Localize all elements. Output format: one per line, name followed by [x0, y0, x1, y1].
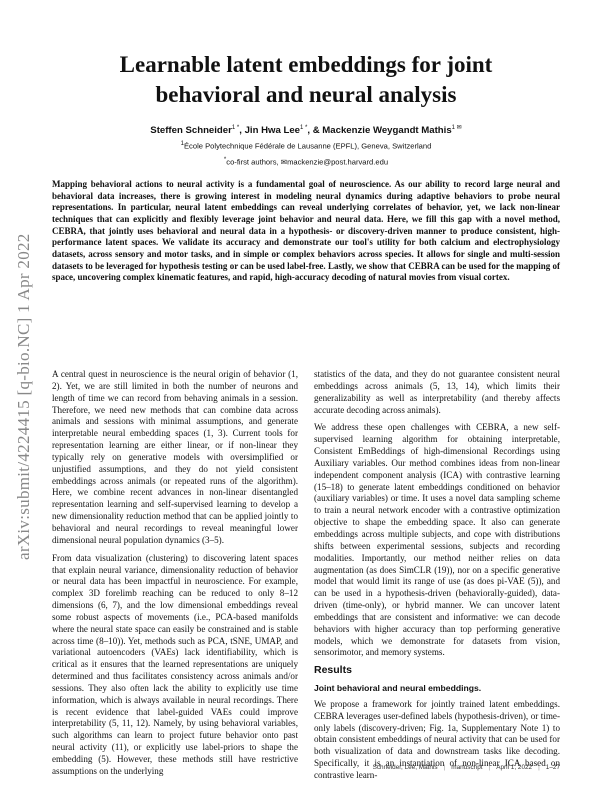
footnote: *co-first authors, ✉mackenzie@post.harva…	[40, 157, 572, 167]
footer-divider: |	[538, 764, 540, 771]
footnote-mark: *	[223, 157, 227, 163]
footer: Schneider, Lee, Mathis | manuscript | April …	[300, 764, 560, 771]
paragraph: A central quest in neuroscience is the n…	[52, 369, 298, 545]
title: Learnable latent embeddings for joint be…	[119, 52, 493, 107]
affiliation-mark: 1	[180, 141, 184, 147]
footer-item: April 1, 2022	[496, 764, 533, 771]
subheading: Joint behavioral and neural embeddings.	[314, 683, 482, 694]
affiliation: 1École Polytechnique Fédérale de Lausann…	[40, 141, 572, 151]
author-separator: , &	[307, 125, 323, 137]
authors: Steffen Schneider1 *, Jin Hwa Lee1 *, & …	[40, 124, 572, 136]
author-name: Steffen Schneider	[150, 125, 232, 137]
left-column: A central quest in neuroscience is the n…	[52, 369, 298, 784]
author-name: Mackenzie Weygandt Mathis	[322, 125, 452, 137]
paragraph: statistics of the data, and they do not …	[314, 369, 560, 415]
footer-item: Schneider, Lee, Mathis	[372, 764, 438, 771]
section-heading: Results	[314, 664, 352, 677]
paragraph: From data visualization (clustering) to …	[52, 552, 298, 776]
affiliation-text: École Polytechnique Fédérale de Lausanne…	[183, 141, 432, 151]
author-separator: ,	[239, 125, 245, 137]
paragraph: We address these open challenges with CE…	[314, 422, 560, 658]
author-marks: 1 ✉	[451, 125, 462, 131]
right-column: statistics of the data, and they do not …	[314, 369, 560, 788]
footnote-text: co-first authors, ✉mackenzie@post.harvar…	[226, 157, 389, 167]
abstract: Mapping behavioral actions to neural act…	[52, 179, 560, 283]
footer-divider: |	[443, 764, 446, 771]
paragraph: We propose a framework for jointly train…	[314, 698, 560, 780]
author-marks: 1 *	[300, 125, 308, 131]
footer-item: 1–27	[545, 764, 560, 771]
footer-item: manuscript	[451, 764, 483, 771]
footer-divider: |	[488, 764, 491, 771]
arxiv-stamp: arXiv:submit/4224415 [q-bio.NC] 1 Apr 20…	[14, 233, 33, 560]
author-marks: 1 *	[231, 125, 240, 131]
author-name: Jin Hwa Lee	[244, 125, 301, 137]
